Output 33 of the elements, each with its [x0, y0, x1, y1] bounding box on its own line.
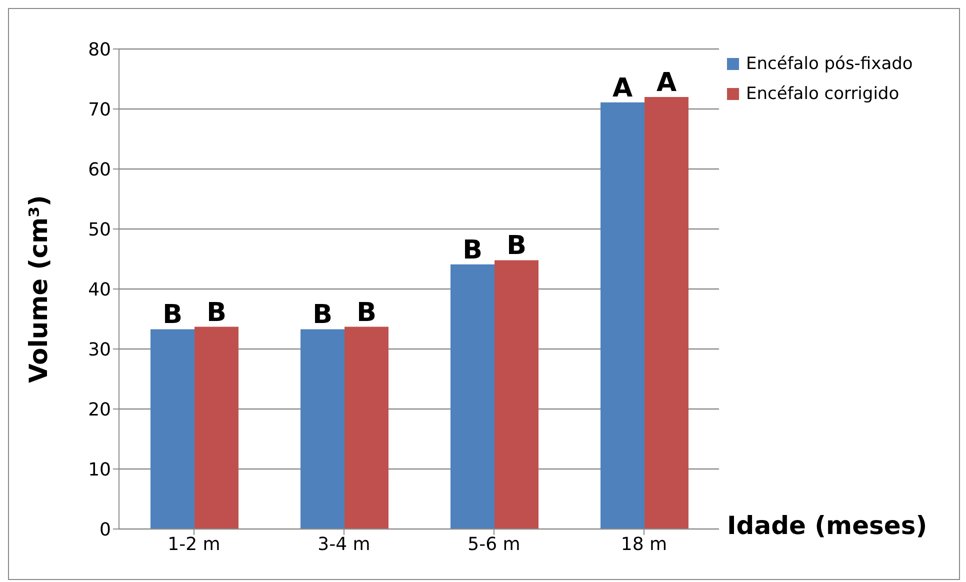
y-tick-label: 30 [88, 339, 111, 360]
bar [450, 264, 494, 529]
y-tick-label: 10 [88, 459, 111, 480]
bar [150, 329, 194, 529]
x-tick-label: 3-4 m [318, 534, 370, 555]
data-label: B [312, 300, 332, 330]
y-tick-label: 80 [88, 39, 111, 60]
data-label: B [356, 298, 376, 328]
y-tick-label: 0 [100, 519, 111, 540]
y-tick-label: 50 [88, 219, 111, 240]
data-label: A [656, 68, 677, 98]
x-tick-label: 5-6 m [468, 534, 520, 555]
data-label: A [612, 73, 633, 104]
data-label: B [206, 298, 226, 328]
y-tick-label: 70 [88, 99, 111, 120]
y-tick-label: 40 [88, 279, 111, 300]
bar [600, 102, 644, 529]
legend-label: Encéfalo corrigido [746, 83, 900, 106]
bar [494, 260, 538, 529]
bar [300, 329, 344, 529]
y-tick-label: 20 [88, 399, 111, 420]
bar [344, 326, 388, 529]
data-label: B [506, 231, 526, 262]
y-tick-label: 60 [88, 159, 111, 180]
x-tick-label: 18 m [620, 534, 668, 555]
legend-label: Encéfalo pós-fixado [746, 53, 913, 76]
x-axis-title: Idade (meses) [727, 511, 928, 540]
data-label: B [162, 300, 182, 330]
x-tick-label: 1-2 m [168, 534, 220, 555]
bar [644, 97, 688, 529]
bar [194, 326, 238, 529]
y-axis-title: Volume (cm³) [24, 195, 53, 383]
data-label: B [462, 235, 482, 266]
